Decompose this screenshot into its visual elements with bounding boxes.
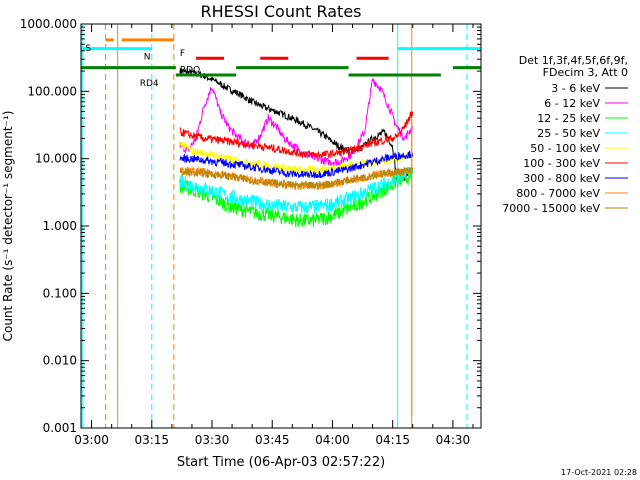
chart-title: RHESSI Count Rates [201, 2, 362, 21]
legend-entry-label: 3 - 6 keV [551, 82, 600, 95]
legend-header-line: FDecim 3, Att 0 [543, 66, 628, 79]
x-tick-label: 03:30 [195, 433, 230, 447]
state-label-rd4: RD4 [140, 79, 159, 89]
legend-entry-label: 100 - 300 keV [523, 157, 600, 170]
series-line-100-300-kev [179, 111, 414, 159]
y-tick-label: 1.000 [43, 219, 77, 233]
y-tick-label: 10.000 [35, 152, 77, 166]
legend-entry-label: 6 - 12 keV [544, 97, 600, 110]
x-tick-label: 04:15 [375, 433, 410, 447]
legend-header-line: Det 1f,3f,4f,5f,6f,9f, [519, 54, 628, 67]
series-line-6-12-kev [179, 77, 413, 166]
series-line-7000-15000-kev [179, 166, 414, 191]
x-tick-label: 03:45 [255, 433, 290, 447]
y-axis-label: Count Rate (s⁻¹ detector⁻¹ segment⁻¹) [1, 111, 15, 342]
legend-entry-label: 12 - 25 keV [537, 112, 600, 125]
state-label-n: N [144, 53, 151, 63]
generation-timestamp: 17-Oct-2021 02:28 [561, 468, 637, 477]
legend: Det 1f,3f,4f,5f,6f,9f,FDecim 3, Att 0 3 -… [502, 54, 628, 215]
x-axis-label: Start Time (06-Apr-03 02:57:22) [177, 455, 385, 470]
y-tick-label: 0.100 [43, 286, 77, 300]
y-tick-label: 100.000 [27, 84, 77, 98]
x-tick-label: 03:15 [134, 433, 169, 447]
legend-entry-label: 50 - 100 keV [530, 142, 600, 155]
series-line-12-25-kev [179, 168, 414, 228]
x-tick-label: 04:00 [315, 433, 350, 447]
legend-entry-label: 25 - 50 keV [537, 127, 600, 140]
legend-entry-label: 300 - 800 keV [523, 172, 600, 185]
legend-entry-label: 800 - 7000 keV [516, 187, 600, 200]
series-line-50-100-kev [179, 140, 414, 175]
state-label-rdo: RDO [180, 66, 200, 76]
x-tick-label: 03:00 [74, 433, 109, 447]
y-tick-label: 0.001 [43, 421, 77, 435]
series-line-300-800-kev [179, 150, 414, 179]
series-line-25-50-kev [179, 166, 414, 215]
state-label-s: S [86, 44, 92, 54]
state-label-f: F [180, 49, 185, 59]
x-tick-label: 04:30 [436, 433, 471, 447]
series-line-3-6-kev [179, 67, 414, 184]
y-tick-label: 0.010 [43, 354, 77, 368]
legend-entry-label: 7000 - 15000 keV [502, 202, 600, 215]
y-tick-label: 1000.000 [20, 17, 77, 31]
